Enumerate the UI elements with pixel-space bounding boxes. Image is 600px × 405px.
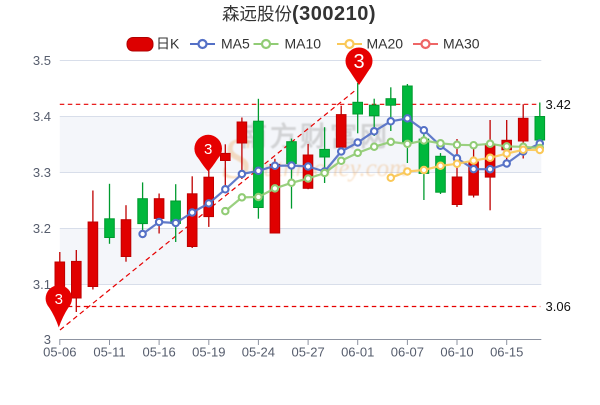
svg-text:06-07: 06-07 xyxy=(391,345,424,360)
svg-text:05-16: 05-16 xyxy=(142,345,175,360)
svg-text:3.4: 3.4 xyxy=(33,109,51,124)
svg-text:05-06: 05-06 xyxy=(43,345,76,360)
svg-text:3.42: 3.42 xyxy=(546,97,571,112)
svg-text:南方财富网: 南方财富网 xyxy=(240,121,390,152)
svg-text:3.06: 3.06 xyxy=(546,299,571,314)
svg-text:3.5: 3.5 xyxy=(33,53,51,68)
svg-text:MA10: MA10 xyxy=(285,36,322,52)
svg-text:05-24: 05-24 xyxy=(242,345,275,360)
svg-text:3.1: 3.1 xyxy=(33,277,51,292)
svg-text:3.3: 3.3 xyxy=(33,165,51,180)
svg-text:06-10: 06-10 xyxy=(440,345,473,360)
svg-text:05-27: 05-27 xyxy=(291,345,324,360)
svg-text:3.2: 3.2 xyxy=(33,221,51,236)
svg-text:06-01: 06-01 xyxy=(341,345,374,360)
svg-text:3: 3 xyxy=(353,51,364,73)
svg-text:3: 3 xyxy=(55,291,63,308)
svg-text:3: 3 xyxy=(44,332,51,347)
svg-text:森远股份(300210): 森远股份(300210) xyxy=(222,3,376,25)
svg-text:3: 3 xyxy=(204,141,212,158)
svg-text:MA30: MA30 xyxy=(443,36,480,52)
svg-text:05-11: 05-11 xyxy=(93,345,125,360)
svg-text:05-19: 05-19 xyxy=(192,345,225,360)
svg-text:MA20: MA20 xyxy=(367,36,404,52)
svg-text:日K: 日K xyxy=(156,36,180,52)
svg-text:06-15: 06-15 xyxy=(490,345,523,360)
svg-text:MA5: MA5 xyxy=(221,36,250,52)
